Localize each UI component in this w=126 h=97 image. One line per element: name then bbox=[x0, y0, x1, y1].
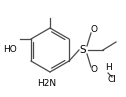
Text: H2N: H2N bbox=[37, 80, 57, 88]
Text: Cl: Cl bbox=[108, 75, 116, 84]
Text: HO: HO bbox=[3, 45, 17, 55]
Text: H: H bbox=[105, 64, 111, 72]
Text: O: O bbox=[90, 26, 98, 35]
Text: O: O bbox=[90, 65, 98, 74]
Text: S: S bbox=[80, 45, 86, 55]
